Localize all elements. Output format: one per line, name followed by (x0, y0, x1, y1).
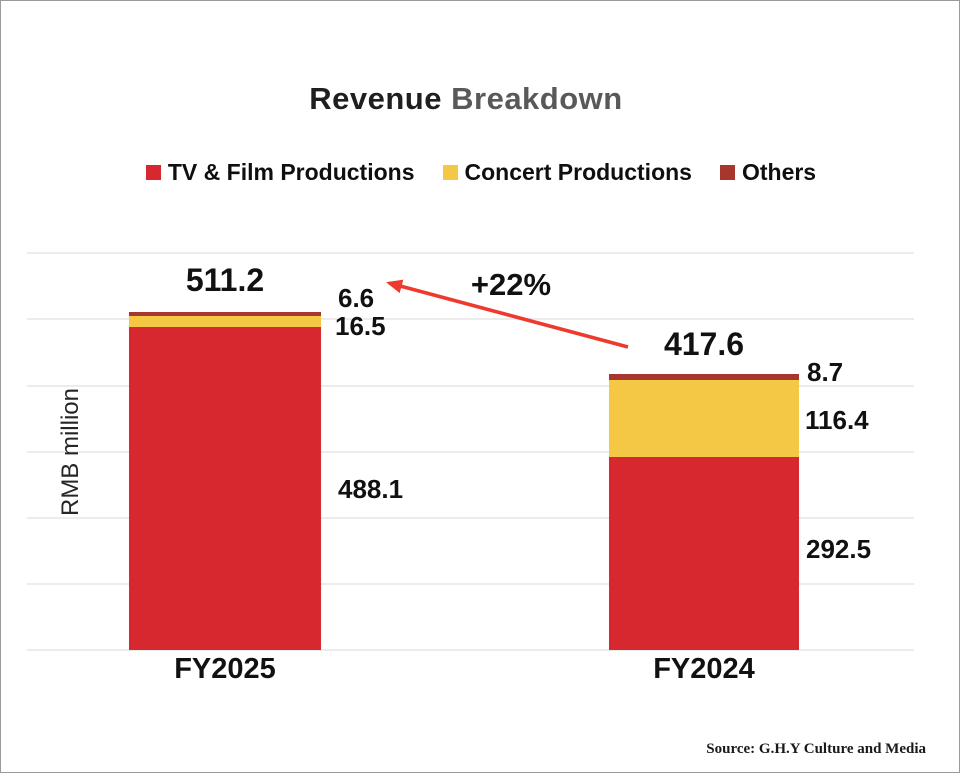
growth-percent-label: +22% (470, 267, 552, 302)
bar-segment-fy2025-tv-film-productions (129, 327, 321, 650)
gridline-100 (27, 582, 914, 585)
category-label-fy2024: FY2024 (653, 653, 755, 685)
y-axis-label: RMB million (57, 388, 84, 517)
legend: TV & Film Productions Concert Production… (1, 159, 959, 186)
gridline-600 (27, 252, 914, 255)
segment-label-others-fy2024: 8.7 (807, 357, 844, 387)
legend-swatch-tv-film (145, 165, 161, 180)
legend-swatch-others (719, 165, 735, 180)
segment-label-tv-film-fy2025: 488.1 (338, 474, 404, 504)
bar-segment-fy2024-others (609, 373, 799, 380)
segment-label-concert-fy2025: 16.5 (335, 311, 386, 341)
legend-item-tv-film: TV & Film Productions (145, 159, 415, 186)
legend-item-others: Others (719, 159, 817, 186)
bar-segment-fy2024-concert-productions (609, 379, 799, 457)
total-label-fy2024: 417.6 (663, 326, 745, 362)
source-credit: Source: G.H.Y Culture and Media (706, 741, 926, 757)
bar-fy2024 (609, 373, 799, 650)
segment-label-concert-fy2024: 116.4 (805, 405, 869, 435)
total-label-fy2025: 511.2 (185, 262, 265, 298)
segment-label-tv-film-fy2024: 292.5 (806, 534, 872, 564)
category-label-fy2025: FY2025 (174, 653, 276, 685)
gridline-300 (27, 450, 914, 453)
chart-title-main: Revenue (309, 81, 442, 116)
bar-fy2025 (129, 312, 321, 650)
segment-label-others-fy2025: 6.6 (338, 283, 375, 313)
bar-segment-fy2025-concert-productions (129, 316, 321, 328)
legend-item-concert: Concert Productions (442, 159, 692, 186)
bar-segment-fy2024-tv-film-productions (609, 456, 799, 650)
legend-label-others: Others (741, 159, 817, 185)
legend-swatch-concert (442, 165, 458, 180)
gridline-200 (27, 516, 914, 519)
chart-title-sub: Breakdown (451, 81, 623, 116)
chart-title: Revenue Breakdown (1, 81, 959, 117)
gridline-0 (27, 649, 914, 651)
bar-segment-fy2025-others (129, 312, 321, 317)
gridline-400 (27, 384, 914, 387)
legend-label-tv-film: TV & Film Productions (167, 159, 415, 185)
legend-label-concert: Concert Productions (464, 159, 692, 185)
